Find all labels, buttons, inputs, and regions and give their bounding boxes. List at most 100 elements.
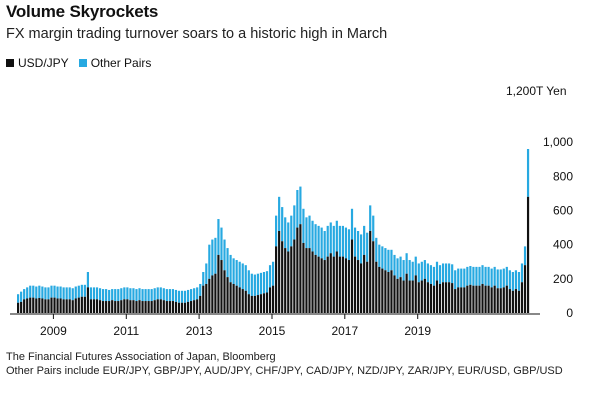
bar-usdjpy [493, 285, 496, 313]
bar-usdjpy [390, 270, 393, 313]
bar-other-pairs [56, 286, 59, 299]
bar-usdjpy [469, 284, 472, 313]
bar-usdjpy [35, 298, 38, 313]
bar-usdjpy [59, 298, 62, 313]
bar-usdjpy [311, 251, 314, 313]
y-tick-label: 0 [566, 306, 573, 320]
x-tick-label: 2011 [113, 324, 139, 338]
bar-usdjpy [448, 282, 451, 313]
bar-other-pairs [341, 225, 344, 257]
bar-other-pairs [426, 263, 429, 283]
bar-other-pairs [429, 265, 433, 284]
bar-usdjpy [168, 301, 171, 313]
bar-usdjpy [23, 299, 26, 313]
legend-swatch-other-pairs [78, 59, 87, 67]
bar-other-pairs [454, 270, 457, 290]
y-tick-label: 1,000 [543, 135, 573, 149]
chart-subtitle: FX margin trading turnover soars to a hi… [6, 26, 388, 42]
x-tick-label: 2009 [40, 324, 67, 338]
bar-other-pairs [132, 288, 135, 301]
source-note: The Financial Futures Association of Jap… [6, 351, 566, 378]
bar-usdjpy [290, 246, 293, 314]
bar-other-pairs [511, 272, 514, 291]
bar-other-pairs [105, 289, 108, 302]
bar-usdjpy [323, 260, 326, 313]
bar-other-pairs [26, 287, 29, 299]
bar-other-pairs [101, 289, 105, 302]
bar-other-pairs [47, 287, 50, 300]
bar-usdjpy [29, 297, 32, 314]
legend-swatch-usdjpy [6, 59, 14, 67]
bar-other-pairs [71, 288, 74, 301]
bar-usdjpy [217, 254, 220, 313]
bar-usdjpy [159, 299, 162, 313]
bar-other-pairs [171, 289, 174, 302]
bar-other-pairs [487, 266, 490, 286]
bar-other-pairs [165, 289, 168, 302]
bar-usdjpy [226, 277, 229, 314]
bar-usdjpy [284, 248, 287, 313]
bar-other-pairs [62, 287, 65, 300]
bar-other-pairs [405, 253, 408, 274]
bar-other-pairs [390, 249, 393, 271]
bar-usdjpy [481, 283, 484, 313]
bar-other-pairs [478, 266, 481, 286]
x-tick-label: 2019 [404, 324, 431, 338]
bar-other-pairs [135, 289, 138, 302]
bar-usdjpy [177, 302, 181, 313]
bar-other-pairs [89, 287, 93, 300]
bar-other-pairs [114, 289, 117, 302]
bar-other-pairs [190, 289, 193, 302]
bar-other-pairs [320, 227, 323, 259]
bar-other-pairs [335, 220, 338, 252]
bar-usdjpy [193, 300, 196, 313]
bar-other-pairs [126, 287, 129, 300]
bar-other-pairs [466, 266, 469, 286]
bar-other-pairs [68, 287, 71, 300]
bar-other-pairs [417, 263, 420, 283]
bar-other-pairs [193, 288, 196, 301]
bar-usdjpy [417, 282, 420, 313]
x-tick-label: 2013 [186, 324, 213, 338]
bar-usdjpy [344, 258, 348, 313]
bar-other-pairs [414, 256, 417, 276]
bar-other-pairs [223, 239, 226, 271]
bar-usdjpy [341, 256, 344, 314]
bar-other-pairs [296, 190, 299, 228]
bar-other-pairs [475, 266, 478, 286]
bar-other-pairs [372, 215, 375, 242]
bar-usdjpy [17, 302, 20, 313]
bar-usdjpy [253, 295, 256, 313]
bar-usdjpy [278, 231, 281, 313]
bar-usdjpy [259, 294, 263, 313]
bar-usdjpy [460, 287, 463, 314]
bar-usdjpy [105, 301, 108, 313]
bar-usdjpy [293, 239, 296, 313]
bar-usdjpy [411, 280, 414, 313]
bar-other-pairs [111, 289, 114, 301]
bar-other-pairs [44, 287, 47, 300]
bar-usdjpy [387, 272, 390, 313]
bar-usdjpy [372, 241, 375, 313]
bar-usdjpy [53, 297, 56, 314]
bar-other-pairs [162, 288, 165, 301]
bar-usdjpy [89, 299, 93, 313]
bar-other-pairs [271, 261, 275, 286]
bar-other-pairs [350, 208, 354, 240]
bar-usdjpy [232, 283, 235, 313]
bar-usdjpy [98, 300, 102, 313]
bar-usdjpy [117, 301, 120, 313]
bar-usdjpy [369, 231, 372, 313]
x-tick-label: 2017 [331, 324, 358, 338]
bar-other-pairs [293, 205, 296, 240]
bar-other-pairs [356, 231, 360, 261]
bar-other-pairs [232, 258, 235, 284]
bar-usdjpy [244, 290, 247, 313]
bar-usdjpy [171, 301, 174, 313]
bar-other-pairs [83, 284, 86, 297]
y-tick-label: 200 [553, 272, 573, 286]
bar-other-pairs [314, 224, 317, 255]
bar-usdjpy [26, 298, 29, 313]
bar-usdjpy [199, 295, 202, 313]
bar-usdjpy [132, 300, 135, 313]
